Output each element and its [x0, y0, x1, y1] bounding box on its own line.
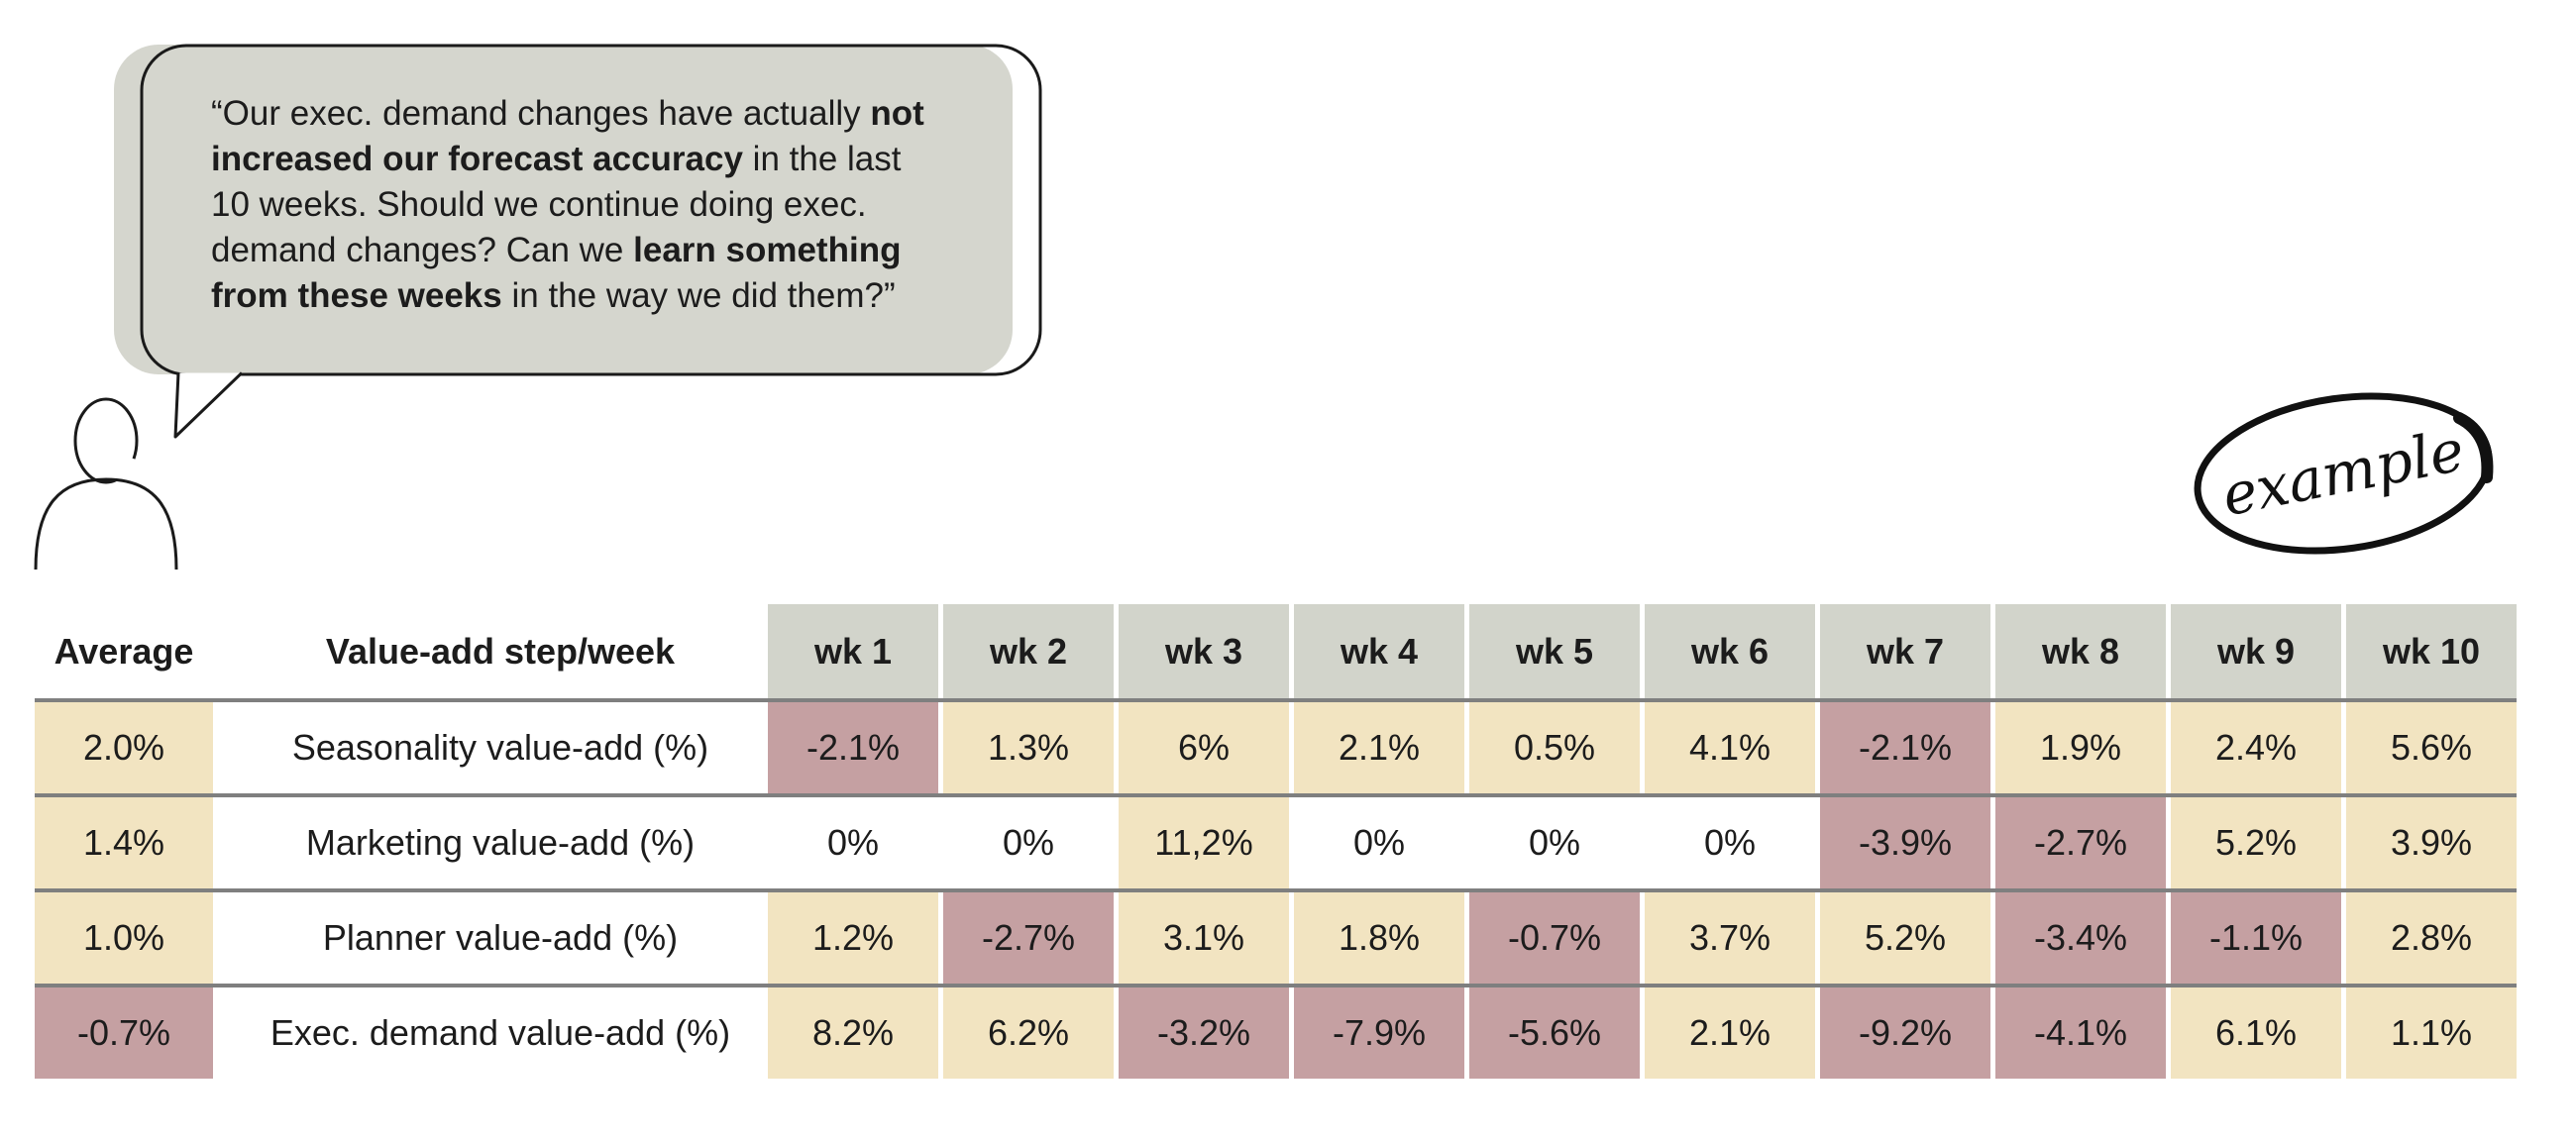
header-average: Average [54, 630, 194, 672]
quote-line: demand changes? Can we learn something [211, 228, 924, 273]
row-2-wk-2: -2.7% [943, 892, 1114, 984]
row-2-wk-8: -3.4% [1995, 892, 2166, 984]
row-2-wk-6: 3.7% [1645, 892, 1815, 984]
quote-line: 10 weeks. Should we continue doing exec. [211, 182, 924, 228]
header-wk-4: wk 4 [1294, 604, 1464, 698]
person-head [73, 397, 139, 484]
row-2-wk-9: -1.1% [2171, 892, 2341, 984]
row-0-wk-3: 6% [1119, 702, 1289, 793]
quote-segment: 10 weeks. Should we continue doing exec. [211, 185, 867, 224]
table-row: 2.0% Seasonality value-add (%) -2.1% 1.3% 6%… [35, 702, 2517, 793]
row-2-wk-10: 2.8% [2346, 892, 2517, 984]
row-1-wk-9: 5.2% [2171, 797, 2341, 888]
speech-bubble-tail [173, 371, 244, 439]
row-0-label: Seasonality value-add (%) [291, 727, 709, 768]
row-separator [35, 984, 2517, 987]
row-2-average: 1.0% [35, 892, 213, 984]
row-1-wk-1: 0% [826, 822, 880, 863]
row-separator [35, 888, 2517, 892]
header-wk-5: wk 5 [1469, 604, 1640, 698]
header-wk-9: wk 9 [2171, 604, 2341, 698]
header-wk-3: wk 3 [1119, 604, 1289, 698]
row-1-wk-6: 0% [1703, 822, 1757, 863]
row-1-wk-4: 0% [1352, 822, 1406, 863]
row-separator [35, 793, 2517, 797]
quote-segment: “Our exec. demand changes have actually [211, 94, 871, 133]
header-wk-10: wk 10 [2346, 604, 2517, 698]
header-wk-7: wk 7 [1820, 604, 1990, 698]
quote-segment: in the way we did them?” [501, 276, 896, 315]
header-wk-2: wk 2 [943, 604, 1114, 698]
person-icon [34, 397, 178, 571]
table-row: 1.4% Marketing value-add (%) 0% 0% 11,2% 0% 0%… [35, 797, 2517, 888]
speech-bubble-fill [114, 45, 1013, 374]
quote-line: “Our exec. demand changes have actually … [211, 91, 924, 137]
row-3-label: Exec. demand value-add (%) [269, 1012, 731, 1053]
row-2-wk-4: 1.8% [1294, 892, 1464, 984]
row-3-wk-4: -7.9% [1294, 987, 1464, 1079]
row-1-average: 1.4% [35, 797, 213, 888]
quote-bold-segment: not [870, 94, 924, 133]
row-2-wk-5: -0.7% [1469, 892, 1640, 984]
row-0-wk-7: -2.1% [1820, 702, 1990, 793]
table-header-row: Average Value-add step/week wk 1 wk 2 wk 3 wk… [35, 604, 2517, 698]
row-2-wk-1: 1.2% [768, 892, 938, 984]
person-body [34, 477, 178, 571]
quote-segment: in the last [742, 140, 902, 178]
quote-text: “Our exec. demand changes have actually … [211, 91, 924, 319]
row-0-wk-10: 5.6% [2346, 702, 2517, 793]
example-badge: example [2180, 386, 2507, 565]
badge-ellipse-icon [2194, 392, 2494, 555]
row-3-wk-5: -5.6% [1469, 987, 1640, 1079]
row-2-wk-7: 5.2% [1820, 892, 1990, 984]
quote-line: from these weeks in the way we did them?… [211, 273, 924, 319]
row-1-wk-8: -2.7% [1995, 797, 2166, 888]
row-3-wk-9: 6.1% [2171, 987, 2341, 1079]
row-3-wk-3: -3.2% [1119, 987, 1289, 1079]
row-1-wk-10: 3.9% [2346, 797, 2517, 888]
quote-bold-segment: increased our forecast accuracy [211, 140, 743, 178]
row-3-wk-7: -9.2% [1820, 987, 1990, 1079]
header-wk-8: wk 8 [1995, 604, 2166, 698]
header-wk-1: wk 1 [768, 604, 938, 698]
row-0-average: 2.0% [35, 702, 213, 793]
row-0-wk-6: 4.1% [1645, 702, 1815, 793]
speech-bubble [114, 44, 1042, 439]
quote-segment: demand changes? Can we [211, 231, 634, 269]
header-step: Value-add step/week [325, 630, 676, 672]
table-row: 1.0% Planner value-add (%) 1.2% -2.7% 3.1% 1.… [35, 892, 2517, 984]
row-0-wk-9: 2.4% [2171, 702, 2341, 793]
row-separator [35, 698, 2517, 702]
row-3-wk-8: -4.1% [1995, 987, 2166, 1079]
row-3-average: -0.7% [35, 987, 213, 1079]
row-2-wk-3: 3.1% [1119, 892, 1289, 984]
row-3-wk-10: 1.1% [2346, 987, 2517, 1079]
row-1-wk-2: 0% [1002, 822, 1055, 863]
speech-bubble-outline [140, 44, 1042, 376]
row-1-wk-3: 11,2% [1119, 797, 1289, 888]
row-0-wk-2: 1.3% [943, 702, 1114, 793]
row-0-wk-4: 2.1% [1294, 702, 1464, 793]
row-1-wk-7: -3.9% [1820, 797, 1990, 888]
row-1-label: Marketing value-add (%) [305, 822, 696, 863]
badge-pen-overlap [2453, 412, 2494, 483]
row-0-wk-1: -2.1% [768, 702, 938, 793]
row-1-wk-5: 0% [1528, 822, 1581, 863]
quote-bold-segment: learn something [633, 231, 902, 269]
row-0-wk-8: 1.9% [1995, 702, 2166, 793]
row-2-label: Planner value-add (%) [322, 917, 679, 958]
row-3-wk-1: 8.2% [768, 987, 938, 1079]
header-wk-6: wk 6 [1645, 604, 1815, 698]
value-add-table: Average Value-add step/week wk 1 wk 2 wk 3 wk… [35, 604, 2517, 1079]
table-row: -0.7% Exec. demand value-add (%) 8.2% 6.2% -… [35, 987, 2517, 1079]
row-0-wk-5: 0.5% [1469, 702, 1640, 793]
quote-line: increased our forecast accuracy in the l… [211, 137, 924, 182]
row-3-wk-6: 2.1% [1645, 987, 1815, 1079]
row-3-wk-2: 6.2% [943, 987, 1114, 1079]
quote-bold-segment: from these weeks [211, 276, 502, 315]
